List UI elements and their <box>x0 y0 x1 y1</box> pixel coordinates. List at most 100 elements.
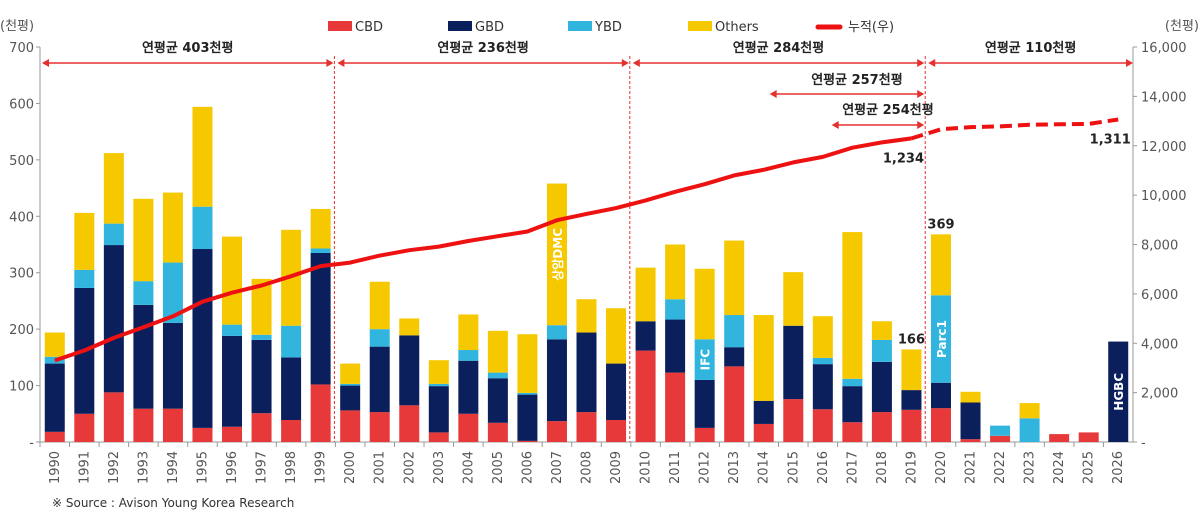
legend-swatch-others <box>688 21 712 31</box>
bar-ybd-2018 <box>872 340 892 362</box>
bar-cbd-1993 <box>133 409 153 442</box>
bar-ybd-2016 <box>813 358 833 364</box>
bar-ybd-2005 <box>488 373 508 379</box>
bar-annotation: 상암DMC <box>550 228 565 281</box>
bar-others-2004 <box>458 314 478 350</box>
bar-gbd-2013 <box>724 347 744 366</box>
bar-cbd-2003 <box>429 432 449 442</box>
bar-gbd-1994 <box>163 323 183 409</box>
x-tick-label: 2023 <box>1023 451 1038 484</box>
legend-label: Others <box>715 20 759 35</box>
period-arrow-head-right <box>1126 59 1133 67</box>
left-tick-label: - <box>29 436 34 451</box>
bar-annotation: HGBC <box>1112 373 1126 411</box>
bar-others-2013 <box>724 241 744 315</box>
bar-gbd-2009 <box>606 364 626 420</box>
bar-cbd-2025 <box>1079 432 1099 442</box>
cumulative-label: 1,234 <box>883 151 924 166</box>
legend-label: YBD <box>594 20 622 35</box>
bar-cbd-1999 <box>311 384 331 442</box>
x-tick-label: 1992 <box>107 451 122 484</box>
bar-cbd-2020 <box>931 408 951 442</box>
bar-ybd-2007 <box>547 325 567 339</box>
bar-cbd-2016 <box>813 409 833 442</box>
bar-ybd-2000 <box>340 384 360 386</box>
period-arrow-head-right <box>326 59 333 67</box>
period-arrow-257-head-right <box>917 90 924 98</box>
period-label: 연평균 254천평 <box>842 102 933 118</box>
bar-others-2014 <box>754 315 774 401</box>
bar-gbd-2015 <box>783 326 803 399</box>
bar-gbd-2019 <box>901 390 921 410</box>
bar-others-2010 <box>636 268 656 322</box>
bar-ybd-2013 <box>724 315 744 347</box>
bar-gbd-2011 <box>665 320 685 373</box>
bar-others-1991 <box>74 213 94 270</box>
bar-annotation: IFC <box>699 349 713 371</box>
x-tick-label: 1999 <box>314 451 329 484</box>
bar-ybd-2006 <box>517 393 537 395</box>
legend-label: 누적(우) <box>848 20 894 35</box>
x-tick-label: 2024 <box>1052 451 1067 484</box>
bar-cbd-2011 <box>665 373 685 442</box>
bar-gbd-2007 <box>547 339 567 421</box>
bar-gbd-2016 <box>813 364 833 409</box>
right-tick-label: 16,000 <box>1141 41 1187 56</box>
bar-gbd-2014 <box>754 401 774 424</box>
x-tick-label: 1994 <box>166 451 181 484</box>
bar-others-2002 <box>399 318 419 335</box>
bar-gbd-2010 <box>636 321 656 350</box>
bar-gbd-2004 <box>458 361 478 414</box>
right-axis-unit: (천평) <box>1165 19 1199 34</box>
bar-ybd-1992 <box>104 224 124 245</box>
bar-gbd-2012 <box>695 380 715 428</box>
bar-others-2001 <box>370 282 390 329</box>
bar-cbd-1994 <box>163 409 183 442</box>
bar-total-label: 369 <box>927 217 954 232</box>
bar-others-2023 <box>1020 403 1040 418</box>
period-label: 연평균 257천평 <box>811 72 902 88</box>
period-arrow-head-left <box>633 59 640 67</box>
bar-gbd-1992 <box>104 245 124 392</box>
bar-cbd-2021 <box>961 439 981 442</box>
bar-cbd-2000 <box>340 410 360 442</box>
bar-cbd-2024 <box>1049 434 1069 442</box>
bar-gbd-2001 <box>370 347 390 412</box>
bar-cbd-1995 <box>192 428 212 442</box>
bar-cbd-2007 <box>547 421 567 442</box>
bar-cbd-1991 <box>74 414 94 442</box>
bar-others-2015 <box>783 272 803 326</box>
bar-ybd-1993 <box>133 281 153 305</box>
left-tick-label: 700 <box>9 41 34 56</box>
legend-swatch-ybd <box>568 21 592 31</box>
x-tick-label: 2006 <box>520 451 535 484</box>
period-arrow-254-head-left <box>832 121 839 129</box>
bar-ybd-2011 <box>665 299 685 319</box>
bar-ybd-2001 <box>370 329 390 346</box>
bar-cbd-1990 <box>45 432 65 442</box>
bar-gbd-2008 <box>577 333 597 413</box>
bar-others-2006 <box>517 334 537 393</box>
bar-cbd-2018 <box>872 412 892 442</box>
bar-ybd-1996 <box>222 325 242 336</box>
bar-others-1994 <box>163 193 183 263</box>
bar-gbd-1990 <box>45 364 65 432</box>
period-arrow-head-left <box>42 59 49 67</box>
bar-cbd-2009 <box>606 420 626 442</box>
x-tick-label: 1998 <box>284 451 299 484</box>
bar-cbd-1996 <box>222 427 242 442</box>
right-tick-label: 6,000 <box>1141 288 1178 303</box>
right-tick-label: 14,000 <box>1141 90 1187 105</box>
bar-ybd-2017 <box>842 379 862 386</box>
bar-gbd-2003 <box>429 386 449 432</box>
x-tick-label: 2021 <box>964 451 979 484</box>
x-tick-label: 1996 <box>225 451 240 484</box>
bar-cbd-2017 <box>842 422 862 442</box>
bar-others-2017 <box>842 232 862 379</box>
period-arrow-head-right <box>917 59 924 67</box>
bar-others-2005 <box>488 331 508 373</box>
bar-gbd-1998 <box>281 357 301 420</box>
bar-gbd-1993 <box>133 305 153 409</box>
cumulative-label: 1,311 <box>1090 133 1131 148</box>
bar-ybd-1991 <box>74 270 94 288</box>
